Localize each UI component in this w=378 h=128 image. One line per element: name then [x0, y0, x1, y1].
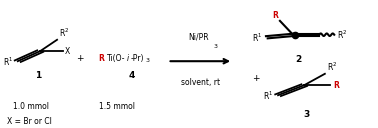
Text: i: i [127, 54, 129, 63]
Text: solvent, rt: solvent, rt [181, 78, 220, 87]
Text: 3: 3 [303, 110, 309, 119]
Text: 4: 4 [129, 71, 135, 80]
Text: R$^2$: R$^2$ [327, 60, 337, 73]
Text: 1.0 mmol: 1.0 mmol [13, 102, 49, 111]
Text: R$^2$: R$^2$ [59, 26, 69, 39]
Text: Ni/PR: Ni/PR [188, 32, 209, 41]
Text: 1.5 mmol: 1.5 mmol [99, 102, 135, 111]
Text: 1: 1 [35, 71, 42, 80]
Text: X: X [65, 47, 70, 56]
Text: +: + [252, 74, 259, 83]
Text: 2: 2 [296, 55, 302, 64]
Text: R: R [333, 81, 339, 90]
Text: R$^2$: R$^2$ [337, 29, 347, 41]
Text: R$^1$: R$^1$ [263, 90, 274, 102]
Text: -Pr): -Pr) [130, 54, 144, 63]
Text: R: R [98, 54, 104, 63]
Text: 3: 3 [146, 58, 149, 63]
Text: 3: 3 [213, 44, 217, 49]
Text: R: R [272, 11, 278, 20]
Text: R$^1$: R$^1$ [252, 32, 262, 44]
Text: Ti(O-: Ti(O- [107, 54, 125, 63]
Text: +: + [76, 54, 83, 63]
Text: R$^1$: R$^1$ [3, 56, 13, 68]
Text: X = Br or Cl: X = Br or Cl [7, 117, 52, 126]
